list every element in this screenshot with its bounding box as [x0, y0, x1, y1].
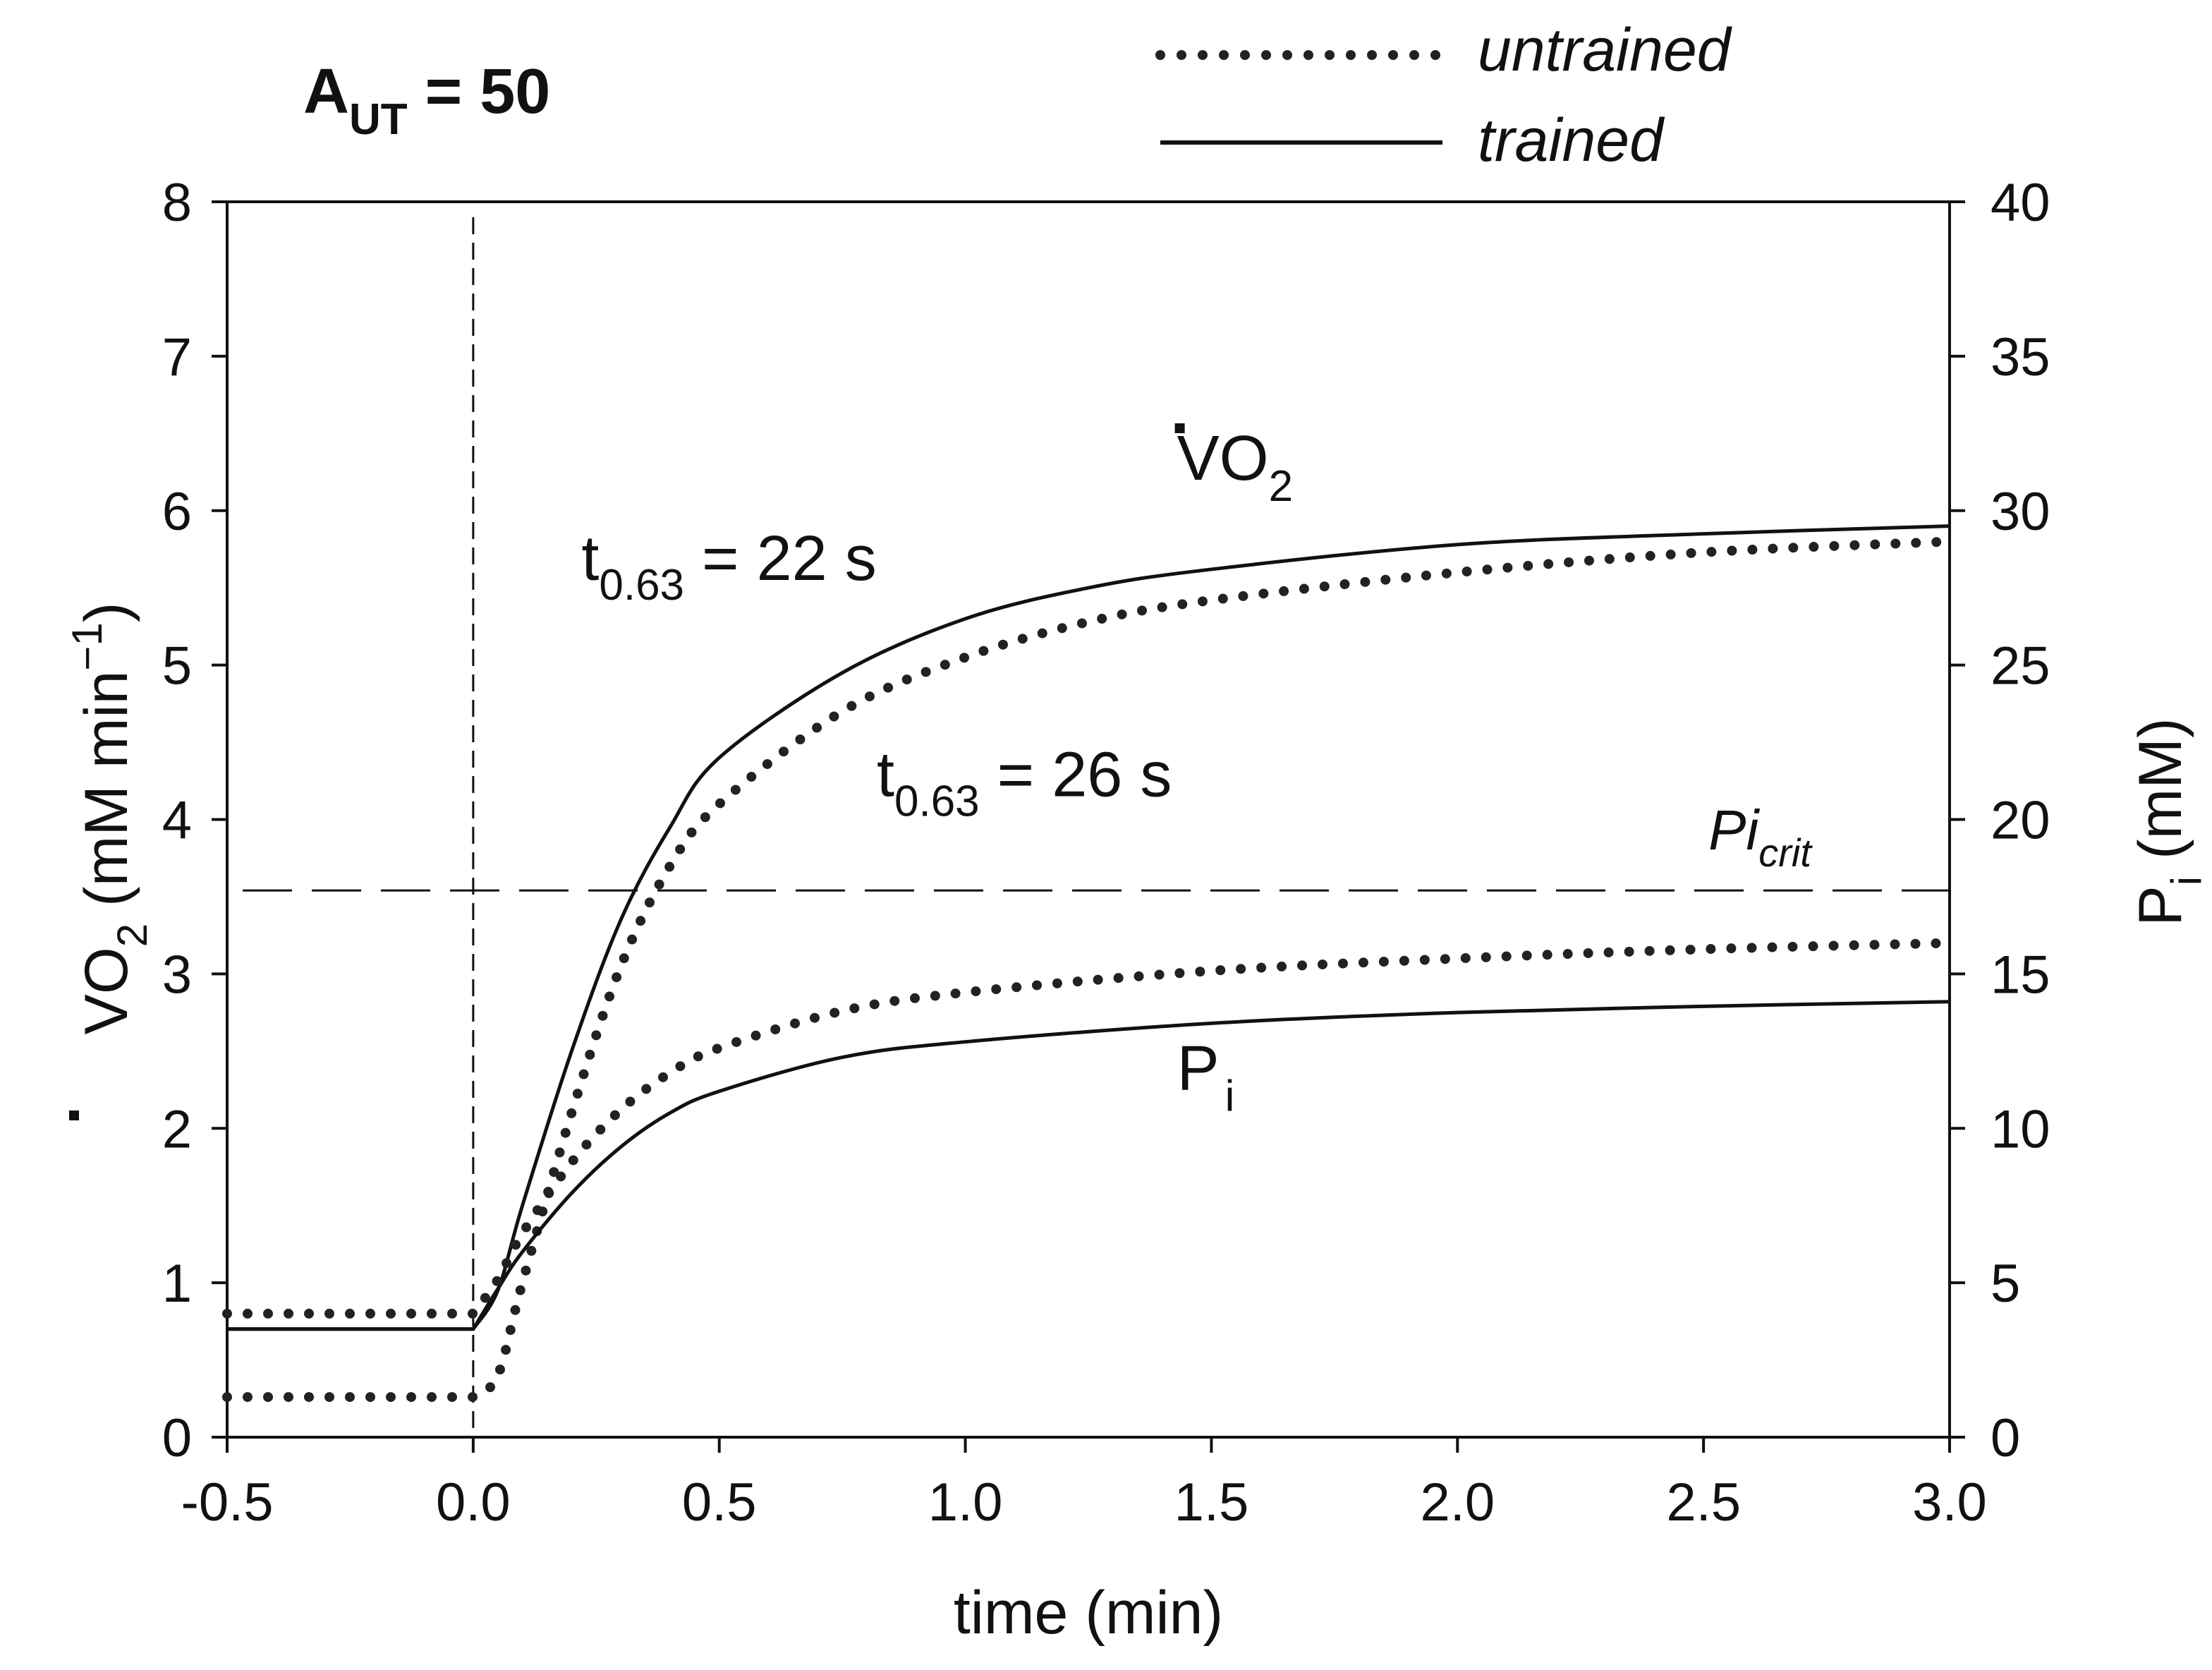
- y-left-tick-label: 3: [162, 945, 192, 1005]
- vo2-curve-label: VO2: [1174, 423, 1294, 511]
- vo2-trained-line: [227, 524, 1950, 1331]
- y-right-tick-label: 0: [1991, 1408, 2020, 1468]
- y-right-tick-label: 20: [1991, 791, 2050, 851]
- y-axis-left-ticks: 0 1 2 3 4 5 6 7 8: [162, 173, 227, 1468]
- y-left-tick-label: 0: [162, 1408, 192, 1468]
- y-right-tick-label: 35: [1991, 327, 2050, 387]
- x-tick-label: 1.5: [1174, 1472, 1249, 1532]
- y-right-tick-label: 15: [1991, 945, 2050, 1005]
- y-right-tick-label: 40: [1991, 173, 2050, 233]
- series-layer: [222, 524, 1955, 1403]
- pi-crit-label: Picrit: [1708, 799, 1813, 875]
- svg-text:VO2: VO2: [1177, 423, 1294, 511]
- y-right-tick-label: 25: [1991, 636, 2050, 696]
- y-right-tick-label: 5: [1991, 1254, 2020, 1314]
- y-left-tick-label: 8: [162, 173, 192, 233]
- y-axis-left-label: VO2 (mM min−1): [63, 603, 156, 1120]
- pi-trained-line: [227, 1000, 1950, 1331]
- x-axis-label: time (min): [954, 1579, 1223, 1647]
- y-axis-left-label-dot: [69, 1111, 79, 1120]
- legend-trained-label: trained: [1478, 107, 1665, 174]
- x-tick-label: 2.5: [1666, 1472, 1741, 1532]
- y-left-tick-label: 4: [162, 791, 192, 851]
- x-tick-label: 1.0: [928, 1472, 1003, 1532]
- x-tick-label: 0.0: [436, 1472, 511, 1532]
- y-axis-right-ticks: 0 5 10 15 20 25 30 35 40: [1950, 173, 2050, 1468]
- untrained-tau-label: t0.63 = 26 s: [877, 740, 1172, 826]
- x-axis-ticks: -0.5 0.0 0.5 1.0 1.5 2.0 2.5 3.0: [181, 1437, 1987, 1532]
- x-tick-label: 2.0: [1420, 1472, 1495, 1532]
- x-tick-label: 3.0: [1912, 1472, 1987, 1532]
- trained-tau-label: t0.63 = 22 s: [581, 524, 876, 610]
- vo2-curve-label-dot: [1174, 423, 1185, 433]
- y-left-tick-label: 7: [162, 327, 192, 387]
- y-left-tick-label: 6: [162, 482, 192, 542]
- svg-text:VO2 (mM min−1): VO2 (mM min−1): [63, 603, 156, 1035]
- y-left-tick-label: 5: [162, 636, 192, 696]
- legend-untrained-label: untrained: [1478, 16, 1733, 84]
- y-left-tick-label: 2: [162, 1099, 192, 1159]
- y-axis-right-label: Pi (mM): [2127, 718, 2210, 926]
- y-right-tick-label: 30: [1991, 482, 2050, 542]
- chart-title: AUT = 50: [303, 56, 550, 144]
- y-left-tick-label: 1: [162, 1254, 192, 1314]
- svg-text:Pi (mM): Pi (mM): [2127, 718, 2210, 926]
- x-tick-label: 0.5: [682, 1472, 757, 1532]
- y-right-tick-label: 10: [1991, 1099, 2050, 1159]
- legend: untrained trained: [1155, 16, 1733, 174]
- x-tick-label: -0.5: [181, 1472, 274, 1532]
